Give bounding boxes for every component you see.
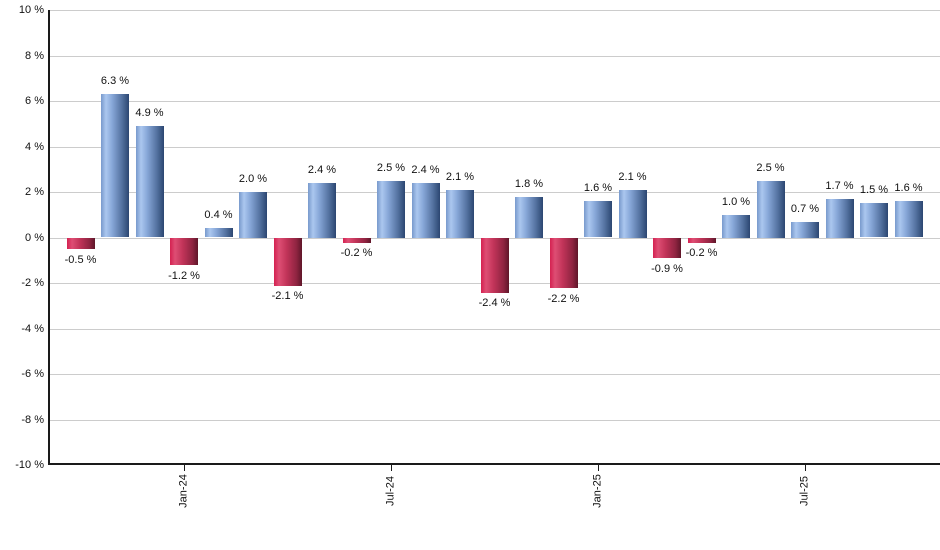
y-axis-line — [48, 10, 50, 465]
bar-Sep-24 — [446, 190, 474, 238]
bar-value-label: -0.5 % — [64, 254, 97, 266]
y-tick-label: -8 % — [21, 414, 44, 426]
y-tick-label: 6 % — [25, 95, 44, 107]
bar-value-label: 1.6 % — [583, 182, 613, 194]
gridline — [48, 56, 940, 57]
gridline — [48, 10, 940, 11]
bar-Jan-24 — [170, 238, 198, 265]
gridline — [48, 329, 940, 330]
bar-Feb-24 — [204, 228, 233, 237]
y-tick-label: 4 % — [25, 141, 44, 153]
x-tick-label-Jan-25: Jan-25 — [591, 474, 604, 508]
bar-value-label: 2.1 % — [618, 171, 647, 183]
x-tick-mark — [805, 465, 806, 471]
y-tick-label: -2 % — [21, 277, 44, 289]
bar-value-label: -0.2 % — [685, 247, 718, 259]
x-tick-label-Jan-24: Jan-24 — [177, 474, 190, 508]
bar-value-label: 2.5 % — [376, 162, 406, 174]
bar-Oct-25 — [894, 201, 923, 237]
bar-May-25 — [722, 215, 750, 238]
y-tick-label: 2 % — [25, 186, 44, 198]
bar-Dec-23 — [135, 126, 164, 237]
bar-value-label: 2.0 % — [238, 173, 268, 185]
bar-Nov-24 — [515, 197, 543, 238]
y-tick-label: -6 % — [21, 368, 44, 380]
bar-Sep-25 — [860, 203, 888, 237]
bar-value-label: 1.0 % — [721, 196, 751, 208]
gridline — [48, 374, 940, 375]
bar-Jun-24 — [342, 238, 371, 243]
bar-value-label: 2.5 % — [756, 162, 785, 174]
x-tick-mark — [598, 465, 599, 471]
bar-value-label: -2.2 % — [547, 293, 580, 305]
bar-Nov-23 — [101, 94, 129, 237]
gridline — [48, 101, 940, 102]
gridline — [48, 192, 940, 193]
bar-value-label: -0.2 % — [340, 247, 373, 259]
bar-Jul-25 — [791, 222, 819, 238]
bar-Aug-24 — [411, 183, 440, 238]
x-tick-label-Jul-24: Jul-24 — [384, 476, 397, 506]
bar-Oct-24 — [480, 238, 509, 293]
bar-Mar-25 — [653, 238, 681, 258]
x-tick-mark — [184, 465, 185, 471]
bar-value-label: 6.3 % — [100, 75, 130, 87]
bar-Jul-24 — [377, 181, 405, 238]
bar-value-label: 1.7 % — [825, 180, 854, 192]
y-tick-label: 10 % — [18, 4, 44, 16]
y-tick-label: -10 % — [15, 459, 44, 471]
bar-value-label: 1.5 % — [859, 184, 889, 196]
x-tick-label-Jul-25: Jul-25 — [798, 476, 811, 506]
bar-Apr-24 — [273, 238, 302, 286]
bar-value-label: 2.4 % — [411, 164, 440, 176]
bar-Dec-24 — [549, 238, 578, 288]
bar-Aug-25 — [825, 199, 854, 238]
gridline — [48, 147, 940, 148]
gridline — [48, 420, 940, 421]
bar-value-label: 0.7 % — [790, 203, 820, 215]
bar-Apr-25 — [687, 238, 716, 243]
x-tick-mark — [391, 465, 392, 471]
bar-Jun-25 — [756, 181, 785, 238]
bar-Jan-25 — [584, 201, 612, 237]
bar-value-label: 2.4 % — [307, 164, 337, 176]
bar-Feb-25 — [618, 190, 647, 238]
y-tick-label: 8 % — [25, 50, 44, 62]
bar-value-label: 1.8 % — [514, 178, 544, 190]
bar-value-label: 1.6 % — [894, 182, 923, 194]
x-axis-line — [48, 463, 940, 465]
y-tick-label: 0 % — [25, 232, 44, 244]
bar-May-24 — [308, 183, 336, 238]
bar-Oct-23 — [66, 238, 95, 249]
bar-value-label: -0.9 % — [651, 263, 683, 275]
bar-value-label: 2.1 % — [445, 171, 475, 183]
bar-value-label: -2.4 % — [478, 297, 511, 309]
y-tick-label: -4 % — [21, 323, 44, 335]
bar-value-label: 4.9 % — [135, 107, 164, 119]
bar-value-label: 0.4 % — [204, 209, 233, 221]
bar-value-label: -2.1 % — [271, 290, 304, 302]
bar-value-label: -1.2 % — [168, 270, 200, 282]
bar-Mar-24 — [239, 192, 267, 238]
